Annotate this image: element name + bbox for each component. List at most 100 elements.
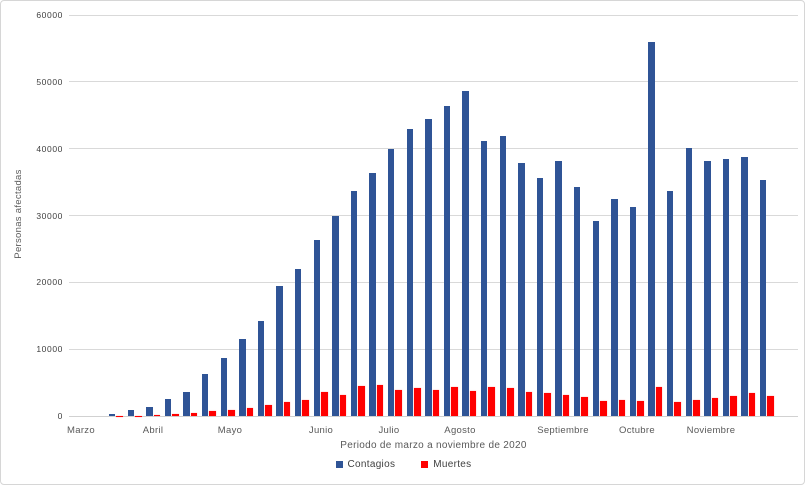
bar-contagios[interactable] <box>295 268 302 416</box>
bar-contagios[interactable] <box>425 118 432 416</box>
x-axis-month-label: Abril <box>142 425 164 436</box>
y-tick-label: 30000 <box>36 210 63 221</box>
bar-contagios[interactable] <box>574 186 581 416</box>
chart-legend: Contagios Muertes <box>1 459 804 470</box>
bar-muertes[interactable] <box>265 405 272 416</box>
bar-contagios[interactable] <box>629 206 637 416</box>
bar-contagios[interactable] <box>276 286 283 416</box>
bar-muertes[interactable] <box>432 389 440 416</box>
bar-muertes[interactable] <box>767 396 774 416</box>
bar-muertes[interactable] <box>451 387 458 416</box>
x-axis-title: Periodo de marzo a noviembre de 2020 <box>340 440 527 451</box>
bar-contagios[interactable] <box>146 407 153 416</box>
contagios-swatch-icon <box>335 461 343 468</box>
bar-muertes[interactable] <box>395 390 402 416</box>
bar-muertes[interactable] <box>600 400 607 416</box>
bar-contagios[interactable] <box>481 140 488 416</box>
y-tick-label: 50000 <box>36 76 63 87</box>
y-tick-label: 0 <box>57 411 63 421</box>
bar-muertes[interactable] <box>246 407 254 416</box>
y-tick-label: 40000 <box>36 143 63 154</box>
x-axis-month-label: Junio <box>308 425 334 436</box>
y-tick-label: 60000 <box>36 10 63 20</box>
bar-contagios[interactable] <box>536 178 544 416</box>
x-axis-month-label: Julio <box>378 425 400 436</box>
bar-contagios[interactable] <box>220 358 227 416</box>
bar-contagios[interactable] <box>741 157 748 416</box>
bar-contagios[interactable] <box>127 410 134 416</box>
bar-contagios[interactable] <box>239 339 246 416</box>
bar-muertes[interactable] <box>153 415 161 416</box>
gridline <box>69 148 798 150</box>
bar-contagios[interactable] <box>332 216 339 416</box>
bar-muertes[interactable] <box>711 397 719 416</box>
muertes-swatch-icon <box>421 461 429 468</box>
bar-muertes[interactable] <box>674 401 681 416</box>
bar-muertes[interactable] <box>190 412 198 416</box>
bar-muertes[interactable] <box>321 391 328 416</box>
bar-muertes[interactable] <box>693 399 700 416</box>
y-tick-label: 10000 <box>36 344 63 355</box>
bar-contagios[interactable] <box>462 90 469 416</box>
bar-contagios[interactable] <box>350 190 358 416</box>
bar-contagios[interactable] <box>183 392 190 416</box>
bar-muertes[interactable] <box>283 402 291 416</box>
bar-muertes[interactable] <box>748 393 756 416</box>
legend-item-muertes[interactable]: Muertes <box>421 459 471 470</box>
bar-contagios[interactable] <box>592 220 599 416</box>
bar-muertes[interactable] <box>172 413 179 416</box>
bar-contagios[interactable] <box>388 149 395 416</box>
bar-contagios[interactable] <box>406 128 413 416</box>
bar-muertes[interactable] <box>469 390 477 416</box>
gridline <box>69 81 798 83</box>
bar-contagios[interactable] <box>704 160 711 416</box>
bar-muertes[interactable] <box>730 396 737 416</box>
bar-contagios[interactable] <box>499 135 506 416</box>
legend-label-contagios: Contagios <box>347 459 396 470</box>
bar-muertes[interactable] <box>544 393 551 416</box>
bar-muertes[interactable] <box>358 386 365 416</box>
bar-contagios[interactable] <box>722 159 730 416</box>
bar-muertes[interactable] <box>414 388 421 416</box>
bar-muertes[interactable] <box>339 394 347 416</box>
legend-label-muertes: Muertes <box>433 459 472 470</box>
x-axis-month-label: Octubre <box>619 425 655 436</box>
bar-muertes[interactable] <box>655 386 663 416</box>
gridline <box>69 281 798 283</box>
bar-contagios[interactable] <box>760 180 767 416</box>
bar-contagios[interactable] <box>685 148 692 416</box>
x-axis-line <box>69 416 798 417</box>
x-axis-month-label: Agosto <box>444 425 476 436</box>
bar-contagios[interactable] <box>611 198 618 416</box>
bar-contagios[interactable] <box>667 191 674 416</box>
bar-muertes[interactable] <box>302 400 309 416</box>
bar-muertes[interactable] <box>376 384 384 416</box>
bar-contagios[interactable] <box>443 106 451 416</box>
x-axis-month-label: Marzo <box>67 425 95 436</box>
bar-contagios[interactable] <box>109 413 116 416</box>
bar-contagios[interactable] <box>555 161 562 416</box>
gridline <box>69 215 798 216</box>
gridline <box>69 348 798 350</box>
bar-contagios[interactable] <box>313 239 320 416</box>
bar-muertes[interactable] <box>618 399 626 416</box>
gridline <box>69 14 798 16</box>
bar-contagios[interactable] <box>257 321 265 416</box>
bar-muertes[interactable] <box>562 395 570 416</box>
bar-muertes[interactable] <box>581 397 588 416</box>
bar-muertes[interactable] <box>209 411 216 416</box>
x-axis-month-label: Noviembre <box>686 425 736 436</box>
bar-muertes[interactable] <box>488 387 495 416</box>
bar-contagios[interactable] <box>648 42 655 416</box>
bar-contagios[interactable] <box>518 162 525 416</box>
legend-item-contagios[interactable]: Contagios <box>335 459 396 470</box>
bar-muertes[interactable] <box>637 401 644 416</box>
x-axis-month-label: Septiembre <box>537 425 589 436</box>
bar-contagios[interactable] <box>164 398 172 416</box>
bar-muertes[interactable] <box>525 392 533 416</box>
bar-muertes[interactable] <box>228 409 235 416</box>
bar-contagios[interactable] <box>369 172 376 416</box>
bar-muertes[interactable] <box>507 388 514 416</box>
bar-contagios[interactable] <box>202 373 209 416</box>
